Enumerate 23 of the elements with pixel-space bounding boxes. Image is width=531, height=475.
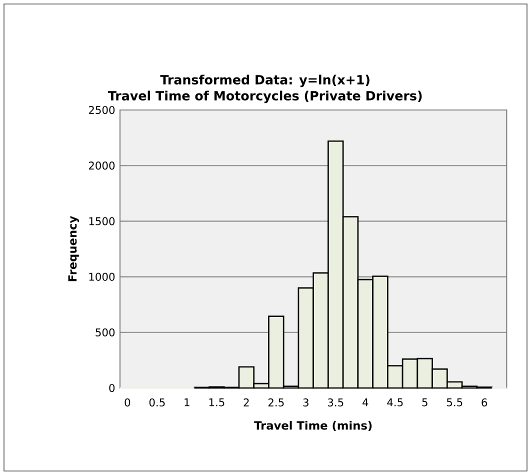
y-axis-title: Frequency [68,216,79,282]
y-tick-label: 500 [96,328,115,336]
y-tick-label: 0 [109,384,115,392]
x-tick-label: 1 [184,398,190,406]
x-tick-label: 2 [244,398,249,406]
x-tick-label: 4.5 [387,398,403,406]
y-tick-label: 2500 [88,106,115,114]
x-tick-label: 3 [303,398,308,406]
x-tick-label: 6 [482,398,488,406]
x-tick-label: 0 [124,398,130,406]
y-tick-label: 1500 [89,217,115,226]
x-tick-label: 0.5 [149,398,165,406]
y-tick-label: 2000 [88,162,115,170]
x-tick-label: 3.5 [328,398,344,406]
y-tick-label: 1000 [89,272,115,281]
chart-title: Transformed Data: y=ln(x+1) [160,74,370,88]
x-tick-label: 2.5 [268,398,284,406]
chart-subtitle: Travel Time of Motorcycles (Private Drivers) [108,90,422,104]
x-axis-title: Travel Time (mins) [254,420,372,432]
x-tick-label: 1.5 [209,398,224,406]
x-tick-label: 5 [422,398,428,406]
x-tick-label: 5.5 [446,398,462,406]
x-tick-label: 4 [362,398,368,406]
